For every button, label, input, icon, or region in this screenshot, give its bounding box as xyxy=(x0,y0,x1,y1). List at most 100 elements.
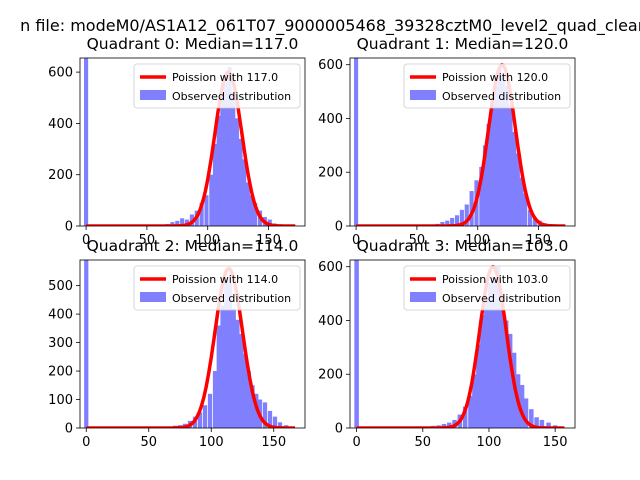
histogram-bar xyxy=(220,92,225,226)
y-tick-label: 200 xyxy=(318,368,343,383)
axes-frame xyxy=(349,57,576,227)
histogram-bar xyxy=(482,145,488,226)
histogram-bar xyxy=(519,384,525,428)
subplot-2: 0 50 100 150 0 100 200 300 400 500 Quadrant 2: Med… xyxy=(48,237,306,450)
axes-frame xyxy=(349,259,576,429)
histogram-bar xyxy=(440,221,445,226)
histogram-bar xyxy=(231,92,236,226)
histogram-bar xyxy=(216,115,221,226)
histogram-bar xyxy=(454,215,460,226)
legend-bar-label: Observed distribution xyxy=(172,90,291,103)
histogram-bar xyxy=(462,406,468,428)
y-tick-label: 400 xyxy=(48,117,73,132)
poisson-curve xyxy=(85,70,296,226)
histogram-bar xyxy=(239,334,244,428)
subplot-title: Quadrant 2: Median=114.0 xyxy=(87,237,299,255)
histogram-bar xyxy=(493,86,499,226)
y-tick-label: 0 xyxy=(65,220,73,235)
legend-line-label: Poission with 117.0 xyxy=(172,71,278,84)
x-tick-label: 0 xyxy=(82,435,90,450)
x-tick-label: 100 xyxy=(195,233,220,248)
histogram-bar xyxy=(519,177,524,226)
legend-box xyxy=(403,265,571,311)
histogram-bar xyxy=(468,395,473,428)
histogram-bar xyxy=(184,219,190,226)
histogram-bar xyxy=(464,204,469,226)
y-tick-label: 600 xyxy=(48,66,73,81)
legend-box xyxy=(133,63,301,109)
histogram-bar xyxy=(354,260,359,428)
x-tick-label: 100 xyxy=(465,233,490,248)
histogram-bar xyxy=(507,333,513,428)
x-tick-label: 50 xyxy=(415,435,432,450)
histogram-bar xyxy=(512,131,517,226)
x-tick-label: 0 xyxy=(82,233,90,248)
histogram-bar xyxy=(212,143,218,226)
subplot-1: 0 50 100 150 0 200 400 600 Quadrant 1: Median=12… xyxy=(318,35,576,248)
y-tick-label: 100 xyxy=(48,393,73,408)
histogram-bar xyxy=(441,423,447,428)
histogram-bar xyxy=(503,320,509,428)
histogram-bar xyxy=(459,209,464,226)
histogram-bar xyxy=(216,325,221,428)
histogram-bar xyxy=(267,219,272,226)
poisson-curve xyxy=(356,264,565,428)
histogram-bar xyxy=(220,305,225,428)
histogram-bar xyxy=(529,409,534,428)
histogram-bar xyxy=(527,209,533,226)
axes-frame xyxy=(79,57,306,227)
plot-area xyxy=(354,58,566,226)
histogram-bar xyxy=(539,419,545,428)
histogram-bar xyxy=(469,191,474,226)
y-tick-label: 200 xyxy=(48,168,73,183)
histogram-bar xyxy=(490,102,495,226)
histogram-bar xyxy=(492,277,497,428)
histogram-bar xyxy=(472,374,477,428)
histogram-bar xyxy=(197,412,203,428)
subplot-3: 0 50 100 150 0 200 400 600 Quadrant 3: Median=10… xyxy=(318,237,576,450)
histogram-bar xyxy=(250,385,255,428)
x-tick-label: 50 xyxy=(139,233,156,248)
histogram-bar xyxy=(242,159,247,226)
histogram-bar xyxy=(479,166,484,226)
histogram-bar xyxy=(501,75,506,226)
histogram-bar xyxy=(170,222,175,226)
axes-frame xyxy=(79,259,306,429)
histogram-bar xyxy=(486,123,491,226)
histogram-bar xyxy=(84,58,89,226)
legend-bar-swatch xyxy=(410,90,436,100)
histogram-bar xyxy=(450,217,455,226)
y-tick-label: 300 xyxy=(48,336,73,351)
subplot-title: Quadrant 3: Median=103.0 xyxy=(357,237,569,255)
x-tick-label: 0 xyxy=(352,435,360,450)
histogram-bar xyxy=(484,298,489,428)
legend-bar-swatch xyxy=(140,292,166,302)
y-tick-label: 400 xyxy=(318,112,343,127)
histogram-bar xyxy=(262,402,268,428)
subplot-0: 0 50 100 150 0 200 400 600 Quadrant 0: Median=11… xyxy=(48,35,306,248)
histogram-bar xyxy=(175,220,180,226)
legend-box xyxy=(133,265,301,311)
y-tick-label: 0 xyxy=(65,422,73,437)
x-tick-label: 150 xyxy=(256,233,281,248)
histogram-bar xyxy=(508,105,513,226)
poisson-curve xyxy=(355,62,566,226)
histogram-bar xyxy=(354,58,359,226)
histogram-bar xyxy=(445,220,450,226)
histogram-bar xyxy=(532,217,537,226)
histogram-bar xyxy=(277,422,283,428)
histogram-bar xyxy=(488,282,493,428)
x-tick-label: 150 xyxy=(261,435,286,450)
histogram-bar xyxy=(495,266,501,428)
subplot-title: Quadrant 1: Median=120.0 xyxy=(357,35,569,53)
y-tick-label: 600 xyxy=(318,58,343,73)
histogram-bar xyxy=(199,202,204,226)
legend-box xyxy=(403,63,571,109)
histogram-bar xyxy=(242,353,248,428)
x-tick-label: 0 xyxy=(352,233,360,248)
legend-bar-label: Observed distribution xyxy=(172,292,291,305)
histogram-bar xyxy=(546,422,551,428)
legend: Poission with 114.0 Observed distribution xyxy=(133,265,301,311)
x-tick-label: 50 xyxy=(140,435,157,450)
